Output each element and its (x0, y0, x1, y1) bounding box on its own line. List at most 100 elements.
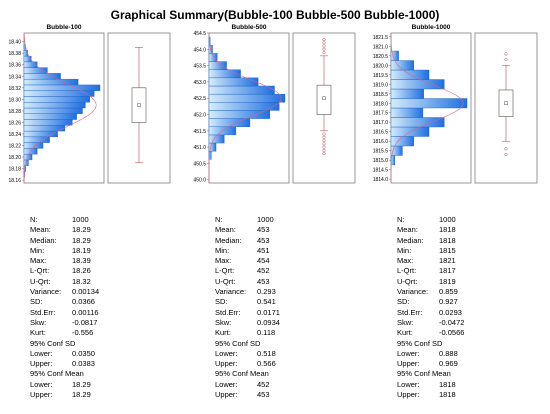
y-tick-label: 18.32 (8, 86, 21, 92)
stat-value: 18.29 (72, 390, 91, 400)
stat-label: Lower: (215, 379, 238, 389)
y-tick-label: 451.5 (193, 129, 206, 135)
stat-value: 1818 (439, 379, 456, 389)
stat-value: 0.927 (439, 297, 458, 307)
stat-row: Max: 18.39 (30, 256, 170, 266)
stat-row: Upper: 18.29 (30, 390, 170, 400)
y-tick-label: 451.0 (193, 145, 206, 151)
stat-value: 0.293 (257, 287, 276, 297)
stat-label: Variance: (397, 287, 429, 297)
stat-label: Mean: (397, 225, 418, 235)
y-tick-label: 18.28 (8, 109, 21, 115)
histogram-bar (23, 78, 79, 86)
stat-row: Min: 451 (215, 246, 355, 256)
outlier-point (322, 132, 326, 136)
stat-section-header: 95% Conf Mean (397, 369, 537, 379)
outlier-point (322, 145, 326, 149)
y-tick-label: 1815.0 (373, 158, 389, 164)
histogram-bar (23, 55, 32, 63)
y-tick-label: 18.22 (8, 144, 21, 150)
stat-value: 1000 (72, 215, 89, 224)
iqr-box (131, 87, 147, 123)
stat-value: 453 (257, 225, 270, 235)
stat-label: U-Qrt: (397, 276, 418, 286)
stat-value: 1818 (439, 235, 456, 245)
stat-label: N: (30, 215, 38, 224)
stat-label: L-Qrt: (397, 266, 417, 276)
stat-value: 1818 (439, 225, 456, 235)
y-tick-label: 18.18 (8, 167, 21, 173)
histogram-title: Bubble-1000 (412, 24, 451, 31)
stat-value: 0.0293 (439, 307, 462, 317)
stat-row: Skw: -0.0817 (30, 318, 170, 328)
y-tick-label: 452.5 (193, 96, 206, 102)
stat-row: Upper: 0.969 (397, 359, 537, 369)
stat-section-header: 95% Conf Mean (30, 369, 170, 379)
outlier-point (322, 139, 326, 143)
stat-label: Lower: (215, 348, 238, 358)
stat-value: 0.00116 (72, 307, 99, 317)
stat-label: 95% Conf SD (30, 338, 76, 348)
y-tick-label: 453.0 (193, 80, 206, 86)
stat-row: L-Qrt: 452 (215, 266, 355, 276)
stat-row: SD: 0.0366 (30, 297, 170, 307)
y-tick-label: 450.0 (193, 178, 206, 184)
y-tick-label: 18.20 (8, 155, 21, 161)
stat-label: Upper: (30, 390, 53, 400)
histogram-bar (23, 90, 95, 97)
stat-value: 1815 (439, 245, 456, 255)
summary-panel-bubble-1000: Bubble-1000 1814.0 1814.5 1815.0 1815.5 1816.… (367, 24, 547, 414)
stat-label: Kurt: (215, 328, 231, 338)
stat-row: Upper: 453 (215, 390, 355, 400)
stat-row: Kurt: 0.118 (215, 328, 355, 338)
stat-row: Skw: 0.0934 (215, 318, 355, 328)
stat-label: Lower: (30, 379, 53, 389)
stat-value: -0.0472 (439, 317, 465, 327)
stat-value: 0.888 (439, 348, 458, 358)
stat-row: SD: 0.927 (397, 297, 537, 307)
stat-label: Std.Err: (30, 307, 56, 317)
histogram-bar (208, 85, 275, 95)
histogram-bar (208, 77, 259, 87)
stat-value: 0.969 (439, 359, 458, 369)
stat-value: -0.0566 (439, 328, 465, 338)
outlier-point (504, 52, 508, 56)
outlier-point (322, 44, 326, 48)
stat-label: U-Qrt: (215, 276, 236, 286)
y-tick-label: 1816.0 (373, 139, 389, 145)
outlier-point (504, 152, 508, 157)
stat-label: Upper: (397, 390, 420, 400)
chart-title: Graphical Summary(Bubble-100 Bubble-500 … (110, 8, 440, 22)
histogram-bar (208, 93, 286, 103)
statistics-table: N: 1000 Mean: 1818 Median: 1818 Min: 1815 Max: 18… (397, 215, 537, 400)
stat-label: L-Qrt: (215, 266, 235, 276)
stat-label: Upper: (215, 390, 238, 400)
stat-row: Min: 18.19 (30, 246, 170, 256)
stat-row: Mean: 453 (215, 225, 355, 235)
histogram-bar (390, 136, 414, 147)
stat-label: 95% Conf SD (397, 338, 443, 348)
histogram-bar (390, 98, 468, 109)
stat-value: 451 (257, 245, 270, 255)
stat-label: Mean: (215, 225, 236, 235)
y-tick-label: 453.5 (193, 64, 206, 70)
stat-value: 18.26 (72, 266, 91, 276)
outlier-point (504, 147, 508, 151)
y-tick-label: 1819.0 (373, 82, 389, 88)
histogram-bar (23, 84, 101, 91)
stat-value: 0.0934 (257, 317, 280, 327)
histogram-title: Bubble-100 (46, 24, 81, 31)
stat-row: SD: 0.541 (215, 297, 355, 307)
stat-value: 18.39 (72, 256, 91, 266)
y-tick-label: 1817.5 (373, 111, 389, 117)
histogram-bar (23, 107, 83, 114)
stat-row: Variance: 0.293 (215, 287, 355, 297)
stat-value: 0.541 (257, 297, 276, 307)
stat-label: Max: (215, 256, 232, 266)
stat-label: U-Qrt: (30, 276, 51, 286)
stat-label: Mean: (30, 225, 51, 235)
y-tick-label: 1821.0 (373, 44, 389, 50)
stat-row: Upper: 0.0383 (30, 359, 170, 369)
normal-curve (208, 32, 282, 183)
stat-label: SD: (30, 297, 43, 307)
